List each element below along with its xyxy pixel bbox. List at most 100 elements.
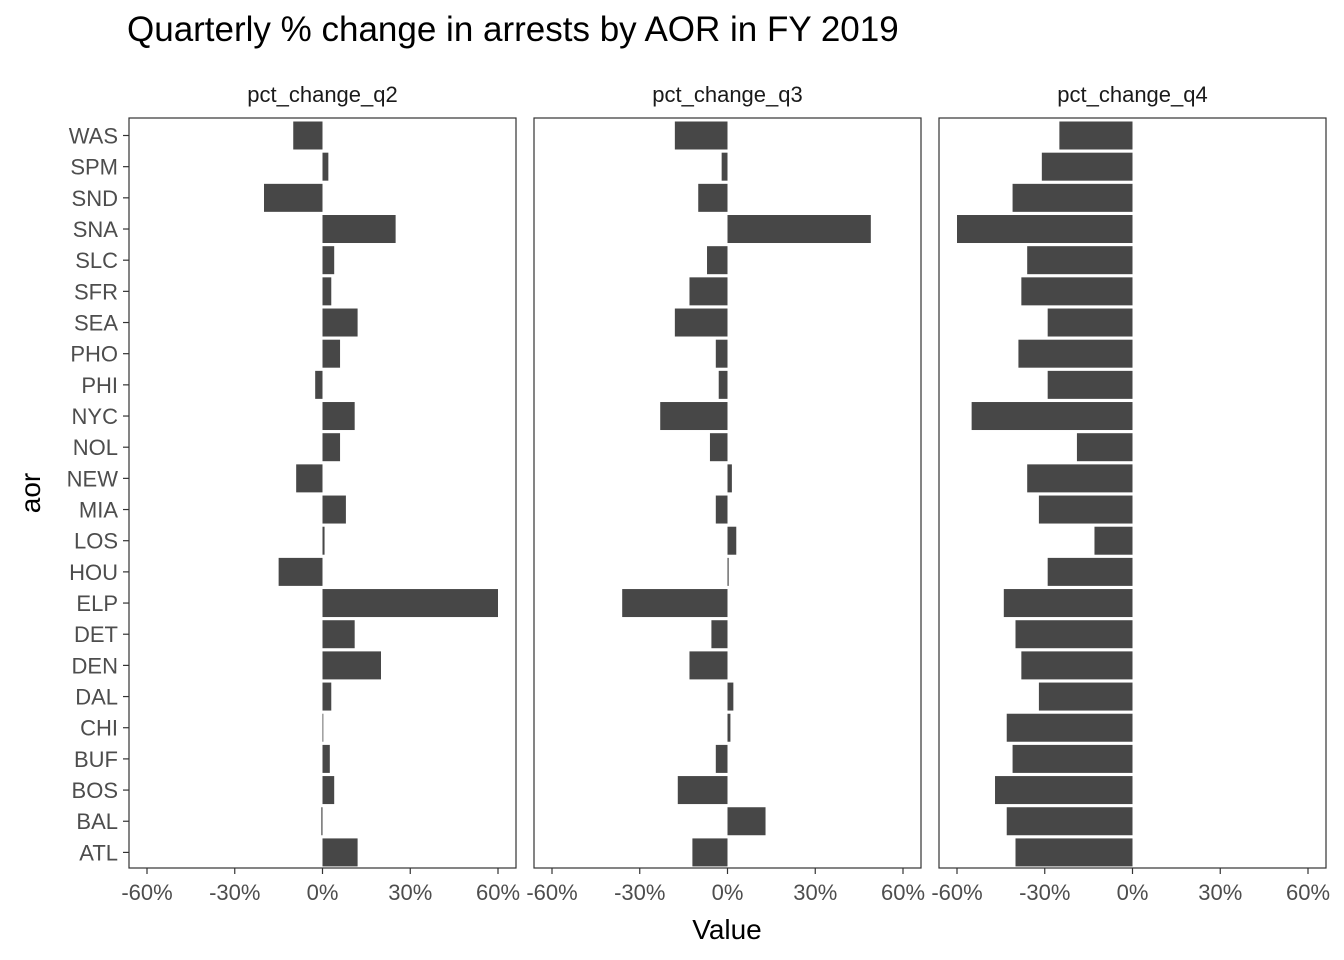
bar-atl: [692, 838, 728, 867]
bar-atl: [322, 838, 358, 867]
bar-sea: [322, 308, 358, 337]
x-tick-label: -60%: [526, 880, 577, 905]
bar-mia: [1038, 495, 1133, 524]
y-tick-label: PHI: [81, 373, 118, 398]
bar-den: [1021, 651, 1133, 680]
bar-bos: [322, 776, 335, 805]
bar-los: [1094, 526, 1133, 555]
bar-chi: [1006, 713, 1133, 742]
bar-sfr: [689, 277, 728, 306]
bar-nyc: [660, 402, 728, 431]
bar-los: [727, 526, 737, 555]
y-tick-label: DAL: [75, 685, 118, 710]
bar-det: [711, 620, 728, 649]
bar-spm: [1041, 152, 1133, 181]
y-tick-label: NYC: [72, 404, 119, 429]
bar-sna: [727, 215, 871, 244]
bar-spm: [721, 152, 728, 181]
y-tick-label: BOS: [72, 778, 118, 803]
bar-pho: [715, 339, 728, 368]
y-tick-label: SFR: [74, 279, 118, 304]
bar-spm: [322, 152, 329, 181]
y-tick-label: ELP: [76, 591, 118, 616]
bar-det: [1015, 620, 1133, 649]
facet-strip-label: pct_change_q3: [652, 82, 802, 107]
bar-sfr: [1021, 277, 1133, 306]
bar-hou: [1047, 557, 1133, 586]
bar-new: [1027, 464, 1133, 493]
bar-sfr: [322, 277, 332, 306]
facet-strip-label: pct_change_q4: [1057, 82, 1207, 107]
bar-phi: [1047, 370, 1133, 399]
y-tick-label: ATL: [79, 840, 118, 865]
x-tick-label: 30%: [388, 880, 432, 905]
bar-new: [296, 464, 323, 493]
x-tick-label: -60%: [931, 880, 982, 905]
y-tick-label: WAS: [69, 124, 118, 149]
facet-pct_change_q2: pct_change_q2 -60% -30% 0% 30% 60%: [121, 82, 520, 905]
bar-dal: [727, 682, 734, 711]
x-tick-label: 0%: [1117, 880, 1149, 905]
bar-was: [293, 121, 323, 150]
bar-det: [322, 620, 355, 649]
x-tick-label: 0%: [712, 880, 744, 905]
bar-bos: [995, 776, 1133, 805]
bar-elp: [1003, 589, 1133, 618]
bar-nyc: [971, 402, 1133, 431]
bar-nol: [1076, 433, 1133, 462]
y-tick-label: BUF: [74, 747, 118, 772]
chart-title: Quarterly % change in arrests by AOR in …: [127, 10, 899, 49]
facet-pct_change_q3: pct_change_q3 -60% -30% 0% 30% 60%: [526, 82, 925, 905]
bar-chi: [322, 713, 324, 742]
bar-nol: [322, 433, 341, 462]
bar-nyc: [322, 402, 355, 431]
bar-mia: [322, 495, 346, 524]
bar-pho: [322, 339, 341, 368]
bar-elp: [322, 589, 498, 618]
x-tick-label: 60%: [476, 880, 520, 905]
y-tick-label: LOS: [74, 529, 118, 554]
y-tick-label: CHI: [80, 716, 118, 741]
y-axis: WAS SPM SND SNA SLC SFR SEA PHO PHI NYC NOL NEW MIA L…: [67, 124, 129, 865]
bar-hou: [278, 557, 323, 586]
y-tick-label: SNA: [73, 217, 119, 242]
bar-nol: [709, 433, 728, 462]
x-tick-label: 60%: [1286, 880, 1330, 905]
bar-snd: [698, 183, 728, 212]
y-tick-label: SLC: [75, 248, 118, 273]
facet-panels: pct_change_q2-60% -30% 0% 30% 60%pct_change_…: [121, 82, 1330, 905]
y-tick-label: MIA: [79, 498, 118, 523]
x-tick-label: -30%: [209, 880, 260, 905]
bar-was: [674, 121, 728, 150]
bar-was: [1059, 121, 1133, 150]
y-tick-label: DEN: [72, 653, 118, 678]
y-tick-label: NOL: [73, 435, 118, 460]
bar-los: [322, 526, 325, 555]
bar-atl: [1015, 838, 1133, 867]
x-tick-label: 60%: [881, 880, 925, 905]
x-tick-label: -30%: [614, 880, 665, 905]
bar-elp: [622, 589, 728, 618]
bar-sna: [322, 215, 396, 244]
x-tick-label: 30%: [1198, 880, 1242, 905]
bar-bal: [727, 807, 766, 836]
x-tick-label: 30%: [793, 880, 837, 905]
bar-snd: [1012, 183, 1133, 212]
y-tick-label: NEW: [67, 466, 119, 491]
y-axis-title: aor: [15, 473, 46, 513]
bar-dal: [322, 682, 332, 711]
bar-den: [689, 651, 728, 680]
bar-mia: [715, 495, 728, 524]
bar-hou: [727, 557, 729, 586]
bar-slc: [707, 246, 728, 275]
bar-sea: [1047, 308, 1133, 337]
y-tick-label: SND: [72, 186, 118, 211]
y-tick-label: BAL: [76, 809, 118, 834]
bar-bal: [321, 807, 323, 836]
y-tick-label: HOU: [69, 560, 118, 585]
x-tick-label: -60%: [121, 880, 172, 905]
y-tick-label: SEA: [74, 311, 118, 336]
bar-slc: [1027, 246, 1133, 275]
facet-strip-label: pct_change_q2: [247, 82, 397, 107]
bar-sna: [957, 215, 1133, 244]
